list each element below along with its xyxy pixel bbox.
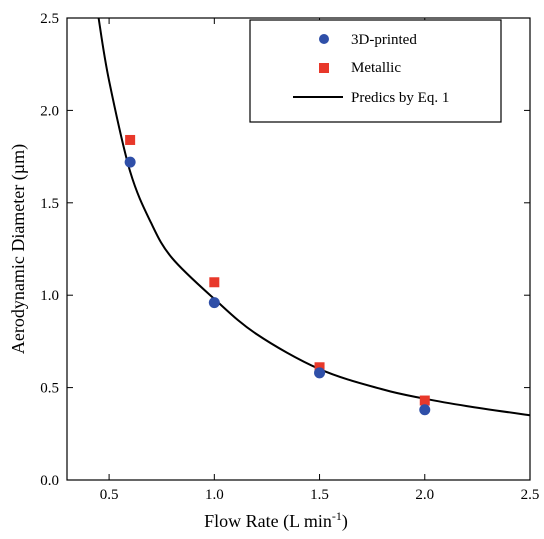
x-tick-label: 2.5: [521, 487, 540, 503]
x-axis-label: Flow Rate (L min-1): [204, 509, 348, 532]
3d-printed-point: [419, 404, 431, 416]
legend-label-metallic: Metallic: [351, 60, 401, 76]
legend-box: [249, 19, 502, 123]
3d-printed-point: [124, 156, 136, 168]
legend-marker-metallic: [319, 63, 329, 73]
y-tick-label: 2.0: [40, 103, 59, 119]
y-tick-label: 1.0: [40, 288, 59, 304]
x-tick-label: 0.5: [100, 487, 119, 503]
metallic-point: [125, 134, 136, 145]
x-tick-label: 1.0: [205, 487, 224, 503]
legend-marker-3d-printed: [319, 34, 329, 44]
y-tick-label: 2.5: [40, 11, 59, 27]
3d-printed-point: [314, 367, 326, 379]
axis-ticks: 0.5 1.0 1.5 2.0 2.5 0.0 0.5 1.0 1.5 2.0 2.5: [40, 11, 539, 503]
y-tick-label: 1.5: [40, 196, 59, 212]
legend-label-prediction: Predics by Eq. 1: [351, 90, 449, 106]
plot-area: [66, 17, 531, 481]
y-tick-label: 0.5: [40, 381, 59, 397]
plot-frame: [66, 17, 531, 481]
y-axis-label: Aerodynamic Diameter (µm): [8, 144, 29, 354]
metallic-point: [314, 362, 325, 373]
metallic-point: [209, 277, 220, 288]
metallic-point: [419, 395, 430, 406]
x-tick-label: 2.0: [415, 487, 434, 503]
y-tick-label: 0.0: [40, 473, 59, 489]
legend-label-3d-printed: 3D-printed: [351, 32, 417, 48]
x-tick-label: 1.5: [310, 487, 329, 503]
data-points: [124, 134, 431, 416]
3d-printed-point: [208, 297, 220, 309]
legend: 3D-printed Metallic Predics by Eq. 1: [249, 19, 502, 123]
